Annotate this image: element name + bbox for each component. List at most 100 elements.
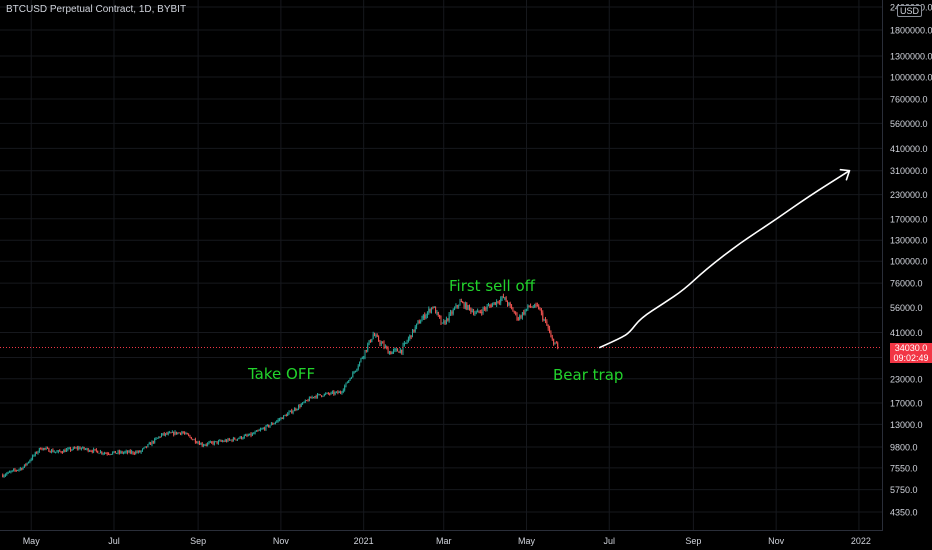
price-tick-label: 1000000.0 xyxy=(890,73,932,83)
candle-body xyxy=(319,394,321,396)
candle-body xyxy=(451,312,453,314)
candle-body xyxy=(540,309,542,313)
candle-body xyxy=(274,422,276,424)
candle-body xyxy=(322,396,324,398)
price-axis[interactable]: 2400000.01800000.01300000.01000000.07600… xyxy=(882,0,932,531)
last-price-label: 34030.0 xyxy=(890,343,932,353)
candle-body xyxy=(37,451,39,454)
candle-body xyxy=(133,453,135,455)
candle-body xyxy=(184,432,186,434)
price-tick-label: 170000.0 xyxy=(890,214,928,224)
candle-body xyxy=(260,429,262,431)
candle-body xyxy=(254,431,256,434)
candle-body xyxy=(409,335,411,339)
candle-body xyxy=(353,371,355,373)
annotation-first-sell-off: First sell off xyxy=(449,277,535,295)
candle-body xyxy=(449,312,451,314)
candle-body xyxy=(14,469,16,471)
candle-body xyxy=(398,351,400,353)
candle-body xyxy=(346,382,348,384)
candle-body xyxy=(34,452,36,456)
candle-body xyxy=(144,446,146,448)
candle-body xyxy=(48,448,50,452)
candle-body xyxy=(474,313,476,315)
projection-curve xyxy=(598,169,851,349)
price-tick-label: 9800.0 xyxy=(890,443,918,453)
candle-body xyxy=(40,448,42,450)
price-tick-label: 4350.0 xyxy=(890,508,918,518)
candle-body xyxy=(470,307,472,312)
candle-body xyxy=(302,402,304,405)
candle-body xyxy=(387,347,389,354)
candle-body xyxy=(216,441,218,444)
candle-body xyxy=(228,438,230,440)
candle-body xyxy=(468,305,470,308)
candle-body xyxy=(372,334,374,339)
candle-body xyxy=(368,340,370,345)
candle-body xyxy=(344,385,346,390)
candle-body xyxy=(162,433,164,435)
candle-body xyxy=(236,438,238,440)
candle-body xyxy=(74,447,76,449)
candle-body xyxy=(102,453,104,455)
candle-body xyxy=(261,428,263,430)
candle-body xyxy=(137,450,139,453)
candle-body xyxy=(30,459,32,461)
candle-body xyxy=(52,449,54,452)
candle-body xyxy=(485,308,487,310)
candle-body xyxy=(71,449,73,451)
candle-body xyxy=(494,302,496,305)
candle-body xyxy=(79,447,81,450)
candle-body xyxy=(321,395,323,397)
candle-body xyxy=(59,450,61,452)
candle-body xyxy=(18,469,20,471)
candle-body xyxy=(300,404,302,407)
candle-body xyxy=(65,449,67,452)
candle-body xyxy=(394,349,396,351)
candle-body xyxy=(32,455,34,460)
candle-body xyxy=(326,392,328,394)
candle-body xyxy=(241,436,243,439)
candle-body xyxy=(132,451,134,454)
candle-body xyxy=(6,473,8,475)
candle-body xyxy=(509,303,511,306)
candle-body xyxy=(148,443,150,445)
candle-body xyxy=(15,470,17,472)
candle-body xyxy=(128,450,130,453)
candle-body xyxy=(26,462,28,465)
time-axis[interactable]: May Jul Sep Nov 2021 Mar May Jul Sep Nov 2022 xyxy=(0,530,883,547)
candle-body xyxy=(44,448,46,450)
candle-body xyxy=(315,396,317,398)
candle-body xyxy=(425,315,427,319)
candle-body xyxy=(426,312,428,316)
candle-body xyxy=(311,396,313,399)
price-tick-label: 410000.0 xyxy=(890,144,928,154)
candle-body xyxy=(542,312,544,320)
candle-body xyxy=(361,357,363,359)
currency-badge[interactable]: USD xyxy=(896,5,922,17)
candle-body xyxy=(2,475,4,477)
candle-body xyxy=(41,449,43,451)
candle-body xyxy=(364,350,366,357)
candle-body xyxy=(365,350,367,352)
candle-body xyxy=(281,417,283,419)
candle-body xyxy=(129,450,131,453)
candle-body xyxy=(266,424,268,426)
candle-body xyxy=(497,301,499,303)
price-tick-label: 76000.0 xyxy=(890,279,923,289)
candle-body xyxy=(166,433,168,435)
candle-body xyxy=(287,413,289,417)
candle-body xyxy=(201,443,203,446)
candle-body xyxy=(3,475,5,477)
candle-body xyxy=(374,334,376,336)
candle-body xyxy=(349,378,351,381)
candle-body xyxy=(208,442,210,444)
price-tick-label: 230000.0 xyxy=(890,190,928,200)
candle-body xyxy=(323,393,325,397)
candle-body xyxy=(528,305,530,307)
candles xyxy=(2,293,559,478)
candle-body xyxy=(390,352,392,355)
candle-body xyxy=(105,452,107,454)
